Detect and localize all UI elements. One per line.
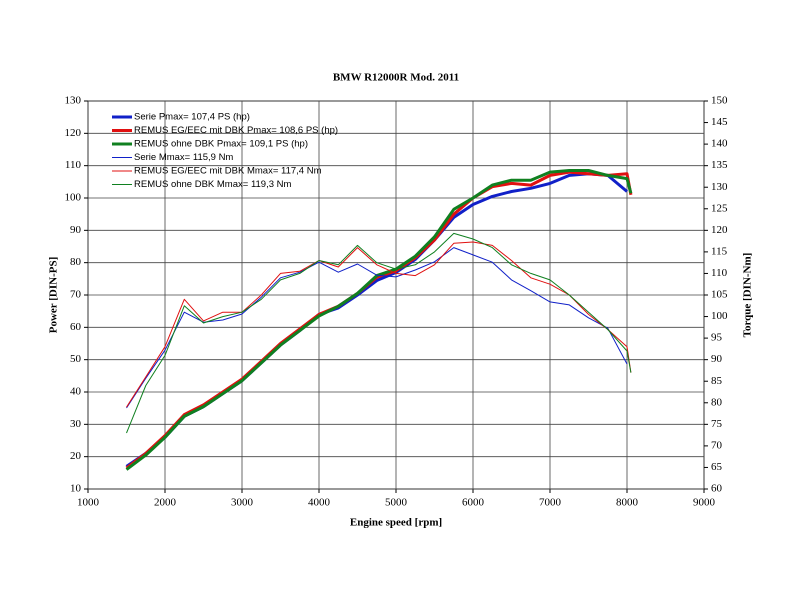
y2-tick-label: 70	[711, 439, 723, 451]
y-tick-label: 110	[65, 159, 82, 171]
y-tick-label: 90	[70, 224, 82, 236]
y2-axis-label: Torque [DIN-Nm]	[742, 253, 754, 338]
series-line	[126, 232, 632, 434]
x-tick-label: 7000	[539, 497, 562, 509]
x-tick-label: 3000	[231, 497, 254, 509]
chart-title: BMW R12000R Mod. 2011	[333, 72, 459, 84]
y2-tick-label: 65	[711, 461, 723, 473]
y2-tick-label: 80	[711, 396, 723, 408]
x-tick-label: 4000	[308, 497, 331, 509]
x-tick-label: 1000	[77, 497, 100, 509]
y2-tick-label: 110	[711, 267, 728, 279]
y2-tick-label: 115	[711, 245, 728, 257]
y2-tick-label: 145	[711, 116, 728, 128]
legend-label: REMUS ohne DBK Pmax= 109,1 PS (hp)	[134, 139, 308, 150]
y2-tick-label: 95	[711, 332, 723, 344]
y2-tick-label: 130	[711, 181, 728, 193]
y-tick-label: 100	[65, 192, 82, 204]
series-line	[126, 241, 632, 408]
series-line	[125, 172, 628, 468]
legend-label: REMUS EG/EEC mit DBK Mmax= 117,4 Nm	[134, 166, 322, 177]
x-tick-label: 6000	[462, 497, 485, 509]
y-tick-label: 30	[70, 418, 82, 430]
x-tick-label: 8000	[616, 497, 639, 509]
y-tick-label: 10	[70, 483, 82, 495]
y2-tick-label: 100	[711, 310, 728, 322]
legend-label: REMUS EG/EEC mit DBK Pmax= 108,6 PS (hp)	[134, 125, 338, 136]
series-line	[125, 169, 633, 471]
y-tick-label: 40	[70, 386, 82, 398]
y-tick-label: 70	[70, 289, 82, 301]
y-tick-label: 120	[65, 127, 82, 139]
x-tick-label: 9000	[693, 497, 716, 509]
y2-tick-label: 120	[711, 224, 728, 236]
y-tick-label: 50	[70, 353, 82, 365]
y2-tick-label: 75	[711, 418, 723, 430]
y2-tick-label: 60	[711, 483, 723, 495]
y-tick-label: 60	[70, 321, 82, 333]
legend-label: REMUS ohne DBK Mmax= 119,3 Nm	[134, 179, 292, 190]
series-line	[126, 247, 628, 409]
x-tick-label: 2000	[154, 497, 177, 509]
y2-tick-label: 140	[711, 138, 728, 150]
legend-label: Serie Mmax= 115,9 Nm	[134, 152, 233, 163]
y-tick-label: 130	[65, 95, 82, 107]
y2-tick-label: 105	[711, 289, 728, 301]
y-tick-label: 80	[70, 256, 82, 268]
legend-label: Serie Pmax= 107,4 PS (hp)	[134, 112, 250, 123]
y2-tick-label: 135	[711, 159, 728, 171]
y-axis-label: Power [DIN-PS]	[48, 257, 60, 333]
y2-tick-label: 85	[711, 375, 723, 387]
y2-tick-label: 90	[711, 353, 723, 365]
y2-tick-label: 150	[711, 95, 728, 107]
y2-tick-label: 125	[711, 202, 728, 214]
y-tick-label: 20	[70, 450, 82, 462]
x-tick-label: 5000	[385, 497, 408, 509]
x-axis-label: Engine speed [rpm]	[350, 517, 442, 529]
